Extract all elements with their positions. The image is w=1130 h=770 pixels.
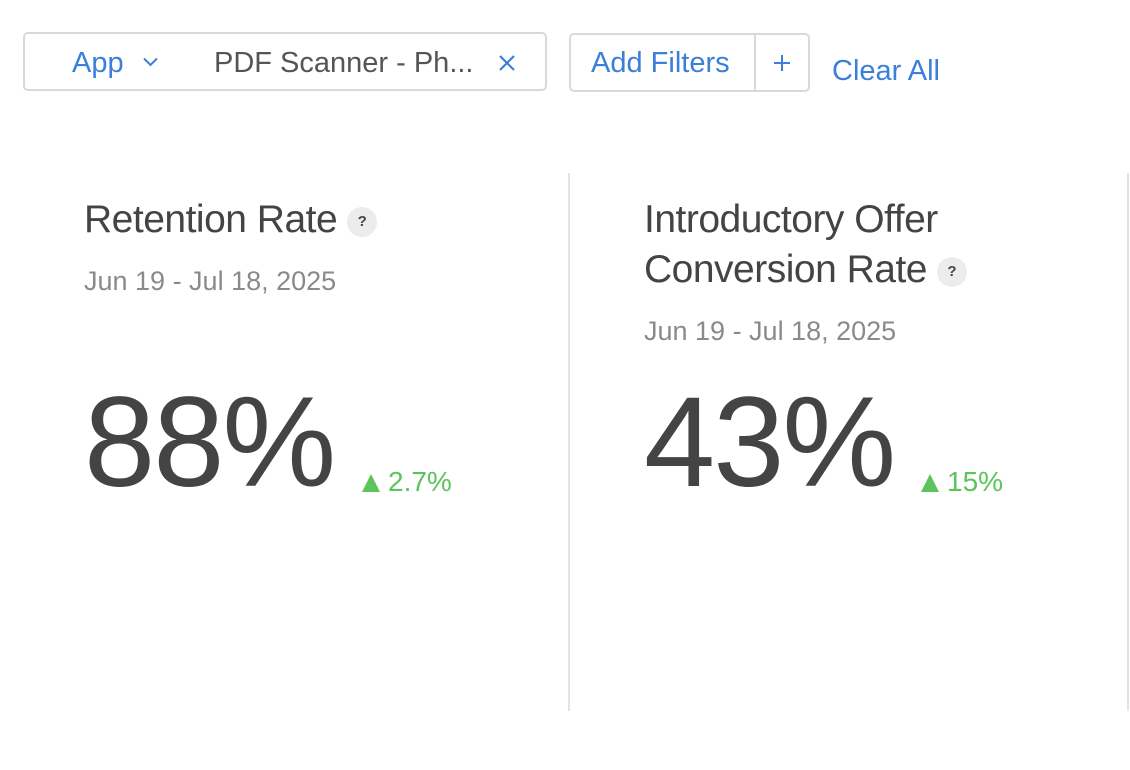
close-icon[interactable] [495, 51, 519, 75]
card-divider [568, 173, 570, 711]
question-icon[interactable]: ? [936, 257, 967, 287]
add-filters-button[interactable]: Add Filters [569, 33, 810, 92]
triangle-up-icon [921, 474, 939, 492]
filter-value: PDF Scanner - Ph... [214, 47, 474, 79]
metric-title-text: Retention Rate [84, 198, 338, 241]
metric-title-line1: Introductory Offer [644, 198, 938, 241]
app-filter[interactable]: App PDF Scanner - Ph... [23, 32, 547, 91]
plus-icon[interactable] [771, 52, 793, 74]
question-icon[interactable]: ? [347, 207, 378, 237]
triangle-up-icon [362, 474, 380, 492]
button-divider [754, 35, 756, 90]
metric-title: Introductory Offer Conversion Rate? [644, 195, 967, 295]
metric-change: 15% [921, 467, 1003, 497]
metric-value: 43% [644, 371, 896, 514]
metric-value: 88% [84, 371, 336, 514]
clear-all-link[interactable]: Clear All [832, 55, 940, 87]
metric-title: Retention Rate? [84, 195, 378, 245]
metric-title-line2-text: Conversion Rate [644, 248, 927, 291]
metric-title-line2: Conversion Rate? [644, 245, 967, 295]
metric-change-value: 15% [947, 466, 1004, 497]
card-divider [1127, 173, 1129, 711]
chevron-down-icon[interactable] [143, 57, 158, 67]
date-range: Jun 19 - Jul 18, 2025 [644, 316, 897, 346]
metric-change-value: 2.7% [388, 466, 452, 497]
filter-type-dropdown[interactable]: App [72, 47, 124, 79]
add-filters-label: Add Filters [591, 47, 730, 79]
date-range: Jun 19 - Jul 18, 2025 [84, 266, 337, 296]
metric-change: 2.7% [362, 467, 452, 497]
